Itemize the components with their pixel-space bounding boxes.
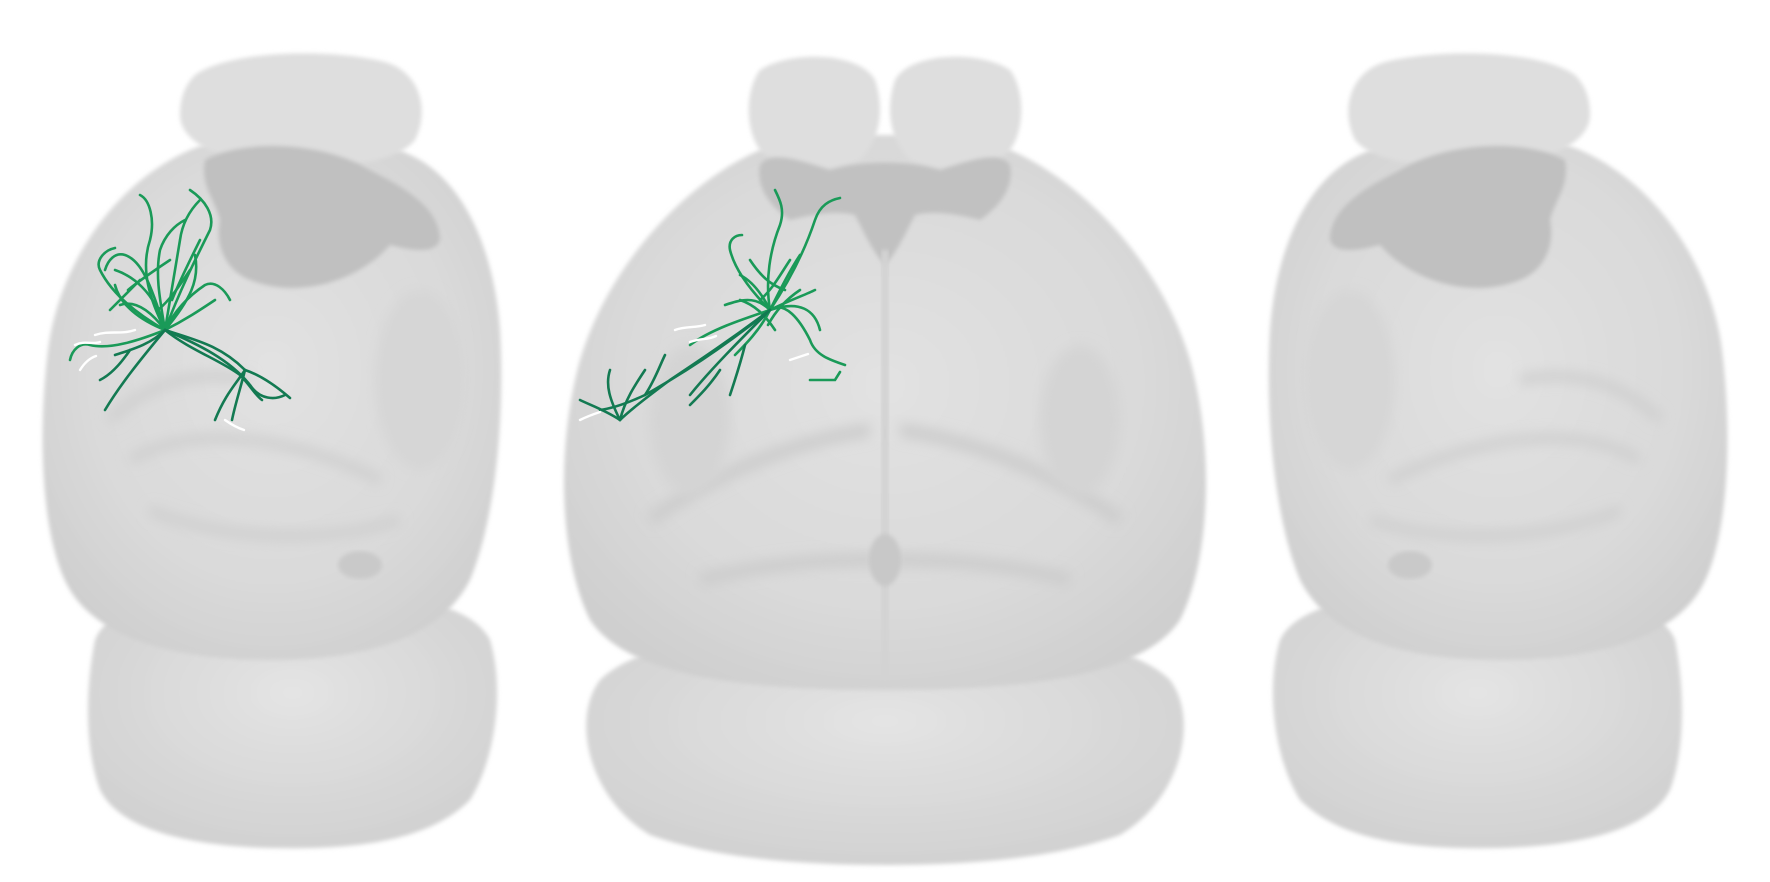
midline-dorsal	[881, 250, 889, 680]
olfactory-bulb-dorsal-left	[749, 57, 880, 170]
olfactory-bulb-dorsal-right	[890, 57, 1021, 170]
